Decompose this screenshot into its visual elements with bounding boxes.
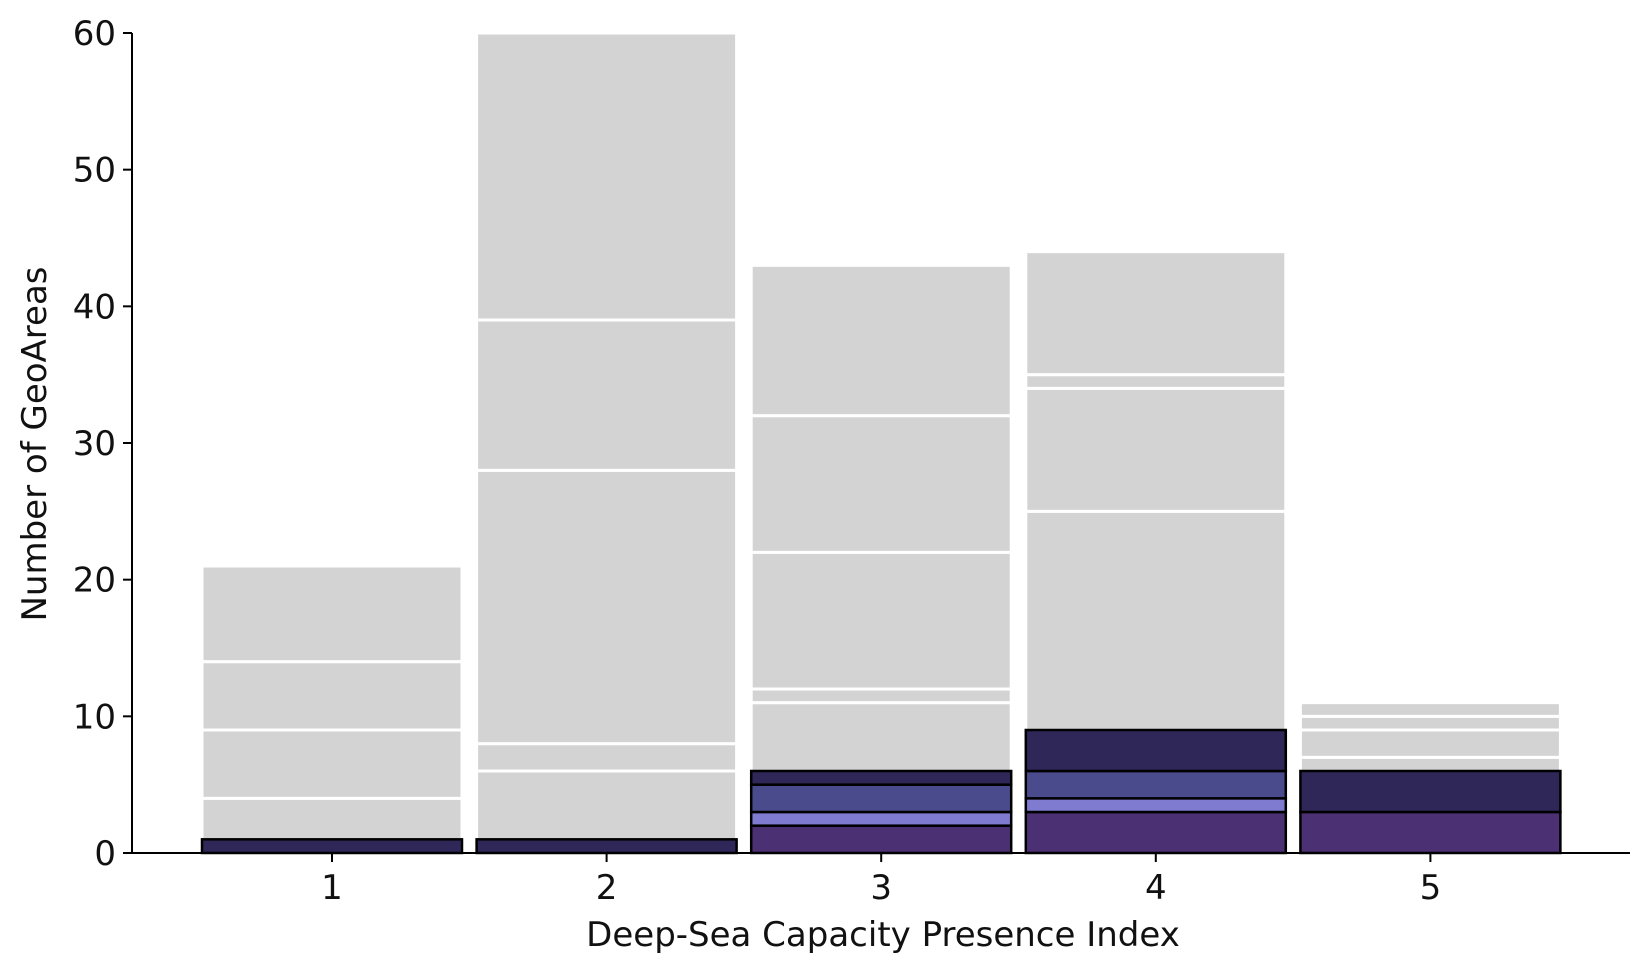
- y-tick-label-60: 60: [73, 14, 116, 54]
- highlight-bar-segment-3-3: [749, 783, 1013, 814]
- x-tick-label-2: 2: [596, 868, 618, 908]
- background-bar-segment-1-4: [200, 564, 464, 664]
- x-tick-label-1: 1: [321, 868, 343, 908]
- highlight-bar-segment-5-1: [1299, 810, 1562, 855]
- y-tick-label-50: 50: [73, 151, 116, 191]
- y-tick-label-20: 20: [73, 561, 116, 601]
- highlight-bar-segment-1-1: [200, 838, 464, 855]
- x-tick-label-3: 3: [870, 868, 892, 908]
- background-bar-segment-5-3: [1298, 714, 1562, 732]
- y-axis-title: Number of GeoAreas: [15, 267, 55, 622]
- background-bar-segment-5-4: [1298, 701, 1562, 718]
- y-tick-label-40: 40: [73, 287, 116, 327]
- background-bar-segment-3-4: [749, 414, 1013, 554]
- background-bar-segment-2-2: [475, 742, 739, 773]
- background-bar-segment-4-3: [1024, 373, 1288, 390]
- highlight-bar-segment-3-1: [749, 824, 1013, 855]
- y-tick-label-10: 10: [73, 697, 116, 737]
- highlight-bar-segment-3-2: [749, 810, 1013, 827]
- x-tick-label-4: 4: [1145, 868, 1167, 908]
- background-bar-segment-1-3: [200, 660, 464, 732]
- y-tick-label-30: 30: [73, 424, 116, 464]
- highlight-bar-segment-2-1: [475, 838, 738, 855]
- axes-layer: 0 10 20 30 40 50 60 1 2 3 4 5: [73, 14, 1630, 908]
- background-bar-segment-1-2: [200, 728, 464, 800]
- background-bar-segment-3-3: [749, 550, 1013, 691]
- background-bar-segment-4-4: [1024, 250, 1288, 377]
- highlight-bar-segment-4-4: [1024, 728, 1288, 773]
- background-bar-segment-2-4: [475, 318, 739, 472]
- highlight-bar-segment-4-1: [1024, 810, 1288, 855]
- background-bar-segment-2-3: [475, 468, 739, 746]
- background-bar-segment-3-2: [749, 687, 1013, 705]
- x-tick-label-5: 5: [1420, 868, 1442, 908]
- highlight-bar-segment-4-3: [1024, 769, 1288, 800]
- bars-layer: [200, 31, 1562, 855]
- highlight-bar-segment-5-2: [1299, 769, 1562, 814]
- x-axis-title: Deep-Sea Capacity Presence Index: [586, 915, 1180, 955]
- background-bar-segment-5-2: [1298, 728, 1562, 759]
- highlight-bar-segment-3-4: [749, 769, 1013, 786]
- y-tick-label-0: 0: [94, 834, 116, 874]
- background-bar-segment-3-5: [749, 263, 1013, 418]
- highlight-bar-segment-4-2: [1024, 797, 1288, 814]
- background-bar-segment-2-5: [475, 31, 739, 322]
- background-bar-segment-4-2: [1024, 386, 1288, 513]
